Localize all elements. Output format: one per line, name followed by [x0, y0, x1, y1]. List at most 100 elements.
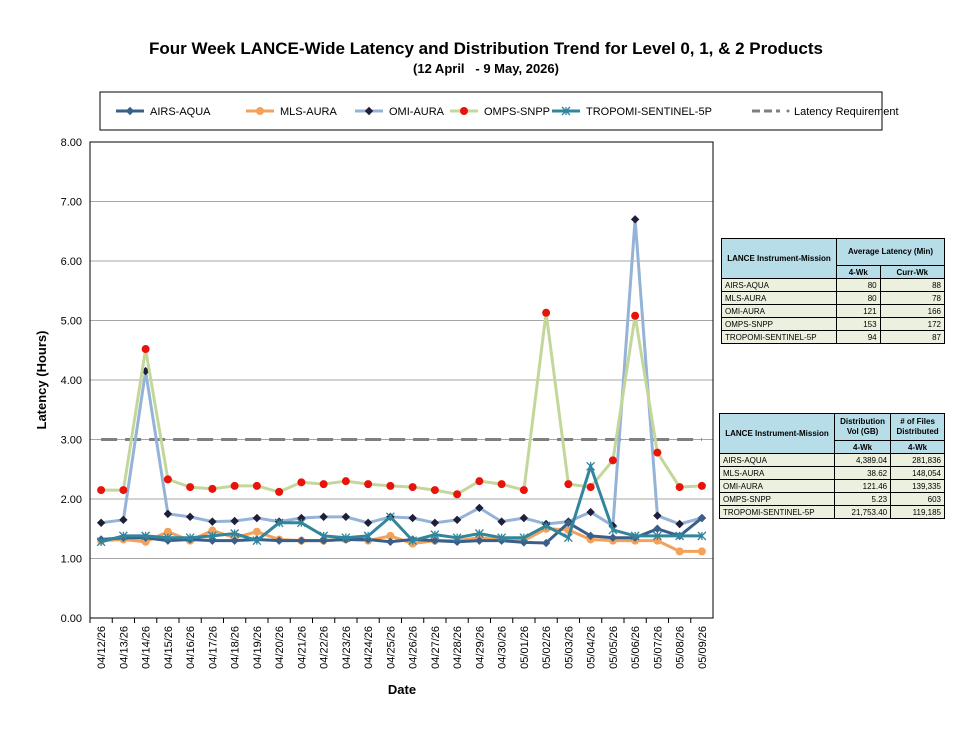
data-point [185, 533, 195, 543]
data-point [430, 530, 440, 540]
x-tick-label: 04/18/26 [230, 626, 242, 669]
x-tick-label: 04/15/26 [163, 626, 175, 669]
chart-subtitle: (12 April - 9 May, 2026) [413, 61, 559, 76]
chart-title: Four Week LANCE-Wide Latency and Distrib… [149, 39, 823, 58]
latency-table-cell-name: MLS-AURA [721, 291, 837, 305]
data-point [96, 518, 106, 528]
data-point [608, 456, 617, 465]
series-line [100, 516, 703, 545]
data-point [652, 531, 662, 541]
data-point [630, 531, 640, 541]
data-point [519, 533, 529, 543]
data-point [185, 512, 195, 522]
x-tick-label: 04/23/26 [341, 626, 353, 669]
data-point [519, 538, 529, 547]
x-tick-label: 05/01/26 [519, 626, 531, 669]
data-point [119, 515, 128, 525]
x-axis-label: Date [388, 682, 416, 697]
legend-box [99, 91, 883, 131]
latency-table: LANCE Instrument-Mission Average Latency… [721, 238, 946, 344]
latency-table-group-header: Average Latency (Min) [836, 238, 945, 266]
distribution-table-mission-header: LANCE Instrument-Mission [719, 413, 835, 454]
x-tick-label: 04/21/26 [296, 626, 308, 669]
legend-item: OMPS-SNPP [450, 106, 550, 118]
data-point [386, 531, 395, 540]
x-tick-label: 04/16/26 [185, 626, 197, 669]
series-line [101, 312, 702, 496]
latency-table-cell-v1: 94 [836, 330, 881, 344]
x-tick-label: 04/26/26 [408, 626, 420, 669]
data-point [230, 516, 239, 526]
data-point [125, 106, 135, 116]
data-point [631, 311, 640, 320]
data-point [542, 308, 551, 317]
data-point [341, 512, 351, 522]
data-point [675, 531, 685, 541]
x-tick-label: 04/24/26 [363, 626, 375, 669]
legend-label: TROPOMI-SENTINEL-5P [586, 106, 712, 118]
y-axis: 0.00 1.00 2.00 3.00 4.00 5.00 6.00 7.00 8.00 [61, 137, 82, 625]
data-point [252, 481, 261, 490]
latency-table-cell-v1: 121 [836, 304, 881, 318]
latency-table-cell-v2: 166 [879, 304, 946, 318]
legend-item: OMI-AURA [355, 106, 445, 118]
data-point [430, 518, 440, 528]
legend-item: TROPOMI-SENTINEL-5P [552, 106, 712, 118]
y-tick-label: 6.00 [61, 256, 82, 268]
data-point [208, 536, 217, 545]
data-point [408, 483, 417, 492]
x-tick-label: 04/12/26 [96, 626, 108, 669]
latency-table-mission-header: LANCE Instrument-Mission [721, 238, 837, 279]
x-tick-label: 04/19/26 [252, 626, 264, 669]
y-tick-label: 5.00 [61, 316, 82, 328]
plot-area [89, 141, 714, 619]
data-point [586, 531, 595, 541]
data-point [452, 533, 462, 543]
data-point [608, 525, 618, 535]
data-point [630, 215, 640, 224]
series-line [100, 461, 702, 544]
data-point [163, 475, 172, 484]
latency-table-cell-v2: 172 [879, 317, 946, 331]
data-point [586, 483, 595, 492]
data-point [497, 517, 506, 526]
data-point [675, 547, 684, 556]
y-axis-label: Latency (Hours) [34, 331, 49, 430]
y-tick-label: 7.00 [61, 197, 82, 209]
distribution-table-cell-v1: 21,753.40 [833, 505, 892, 519]
x-axis: 04/12/26 04/13/26 04/14/26 04/15/26 04/16/26… [89, 618, 709, 669]
data-point [297, 478, 306, 487]
latency-table-row: OMI-AURA 121 166 [721, 304, 946, 318]
x-tick-label: 04/30/26 [497, 626, 509, 669]
latency-table-cell-v2: 88 [879, 278, 946, 292]
x-tick-label: 04/20/26 [274, 626, 286, 669]
distribution-table-col1: 4-Wk [833, 440, 892, 454]
y-tick-label: 1.00 [61, 554, 82, 566]
data-point [141, 345, 150, 354]
legend-label: OMPS-SNPP [484, 106, 550, 118]
data-point [697, 481, 706, 490]
data-point [586, 461, 596, 471]
distribution-table-cell-v2: 148,054 [890, 466, 945, 480]
data-point [697, 513, 707, 523]
data-point [475, 477, 484, 486]
data-point [319, 531, 329, 541]
data-point [230, 529, 240, 538]
distribution-table-cell-name: AIRS-AQUA [719, 453, 835, 467]
data-point [497, 533, 507, 543]
latency-table-cell-name: TROPOMI-SENTINEL-5P [721, 330, 837, 344]
data-point [252, 513, 262, 523]
data-point [497, 480, 506, 489]
data-point [697, 547, 706, 556]
data-point [653, 448, 662, 457]
legend-label: Latency Requirement [794, 106, 899, 118]
y-tick-label: 8.00 [61, 137, 82, 149]
x-tick-label: 05/02/26 [541, 626, 553, 669]
data-point [319, 536, 328, 545]
data-point [564, 518, 573, 528]
x-tick-label: 04/28/26 [452, 626, 464, 669]
legend-item: Latency Requirement [752, 106, 899, 118]
data-point [275, 487, 284, 496]
latency-table-cell-v1: 80 [836, 278, 881, 292]
